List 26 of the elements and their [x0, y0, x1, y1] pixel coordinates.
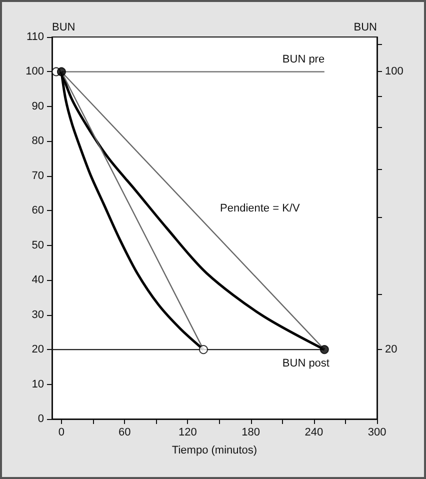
y-tick-label: 30	[32, 308, 44, 321]
y-tick-label: 110	[26, 31, 44, 43]
y-tick-label: 70	[32, 170, 44, 182]
y-tick-label: 90	[32, 100, 44, 112]
x-tick-label: 0	[58, 426, 65, 438]
y2-tick-label: 20	[385, 344, 398, 356]
x-axis-title: Tiempo (minutos)	[172, 444, 258, 456]
y-tick-label: 40	[32, 274, 44, 286]
series-label: BUN pre	[282, 54, 325, 66]
annotation: Pendiente = K/V	[220, 202, 300, 214]
y-tick-label: 10	[32, 378, 44, 390]
y-tick-label: 80	[32, 135, 44, 148]
series-label: BUN post	[282, 358, 330, 370]
y-tick-label: 100	[26, 66, 44, 78]
x-tick-label: 60	[118, 426, 131, 438]
x-tick-label: 180	[242, 426, 260, 438]
x-tick-label: 120	[178, 426, 197, 438]
y-tick-label: 0	[38, 413, 44, 425]
y-tick-label: 50	[32, 239, 44, 252]
y-tick-label: 20	[32, 344, 44, 356]
x-tick-label: 300	[368, 426, 386, 438]
y2-tick-label: 100	[385, 66, 404, 78]
x-tick-label: 240	[304, 426, 324, 438]
y-tick-label: 60	[32, 204, 44, 217]
y-axis-title: BUN	[52, 22, 76, 34]
y2-axis-title: BUN	[354, 22, 378, 34]
